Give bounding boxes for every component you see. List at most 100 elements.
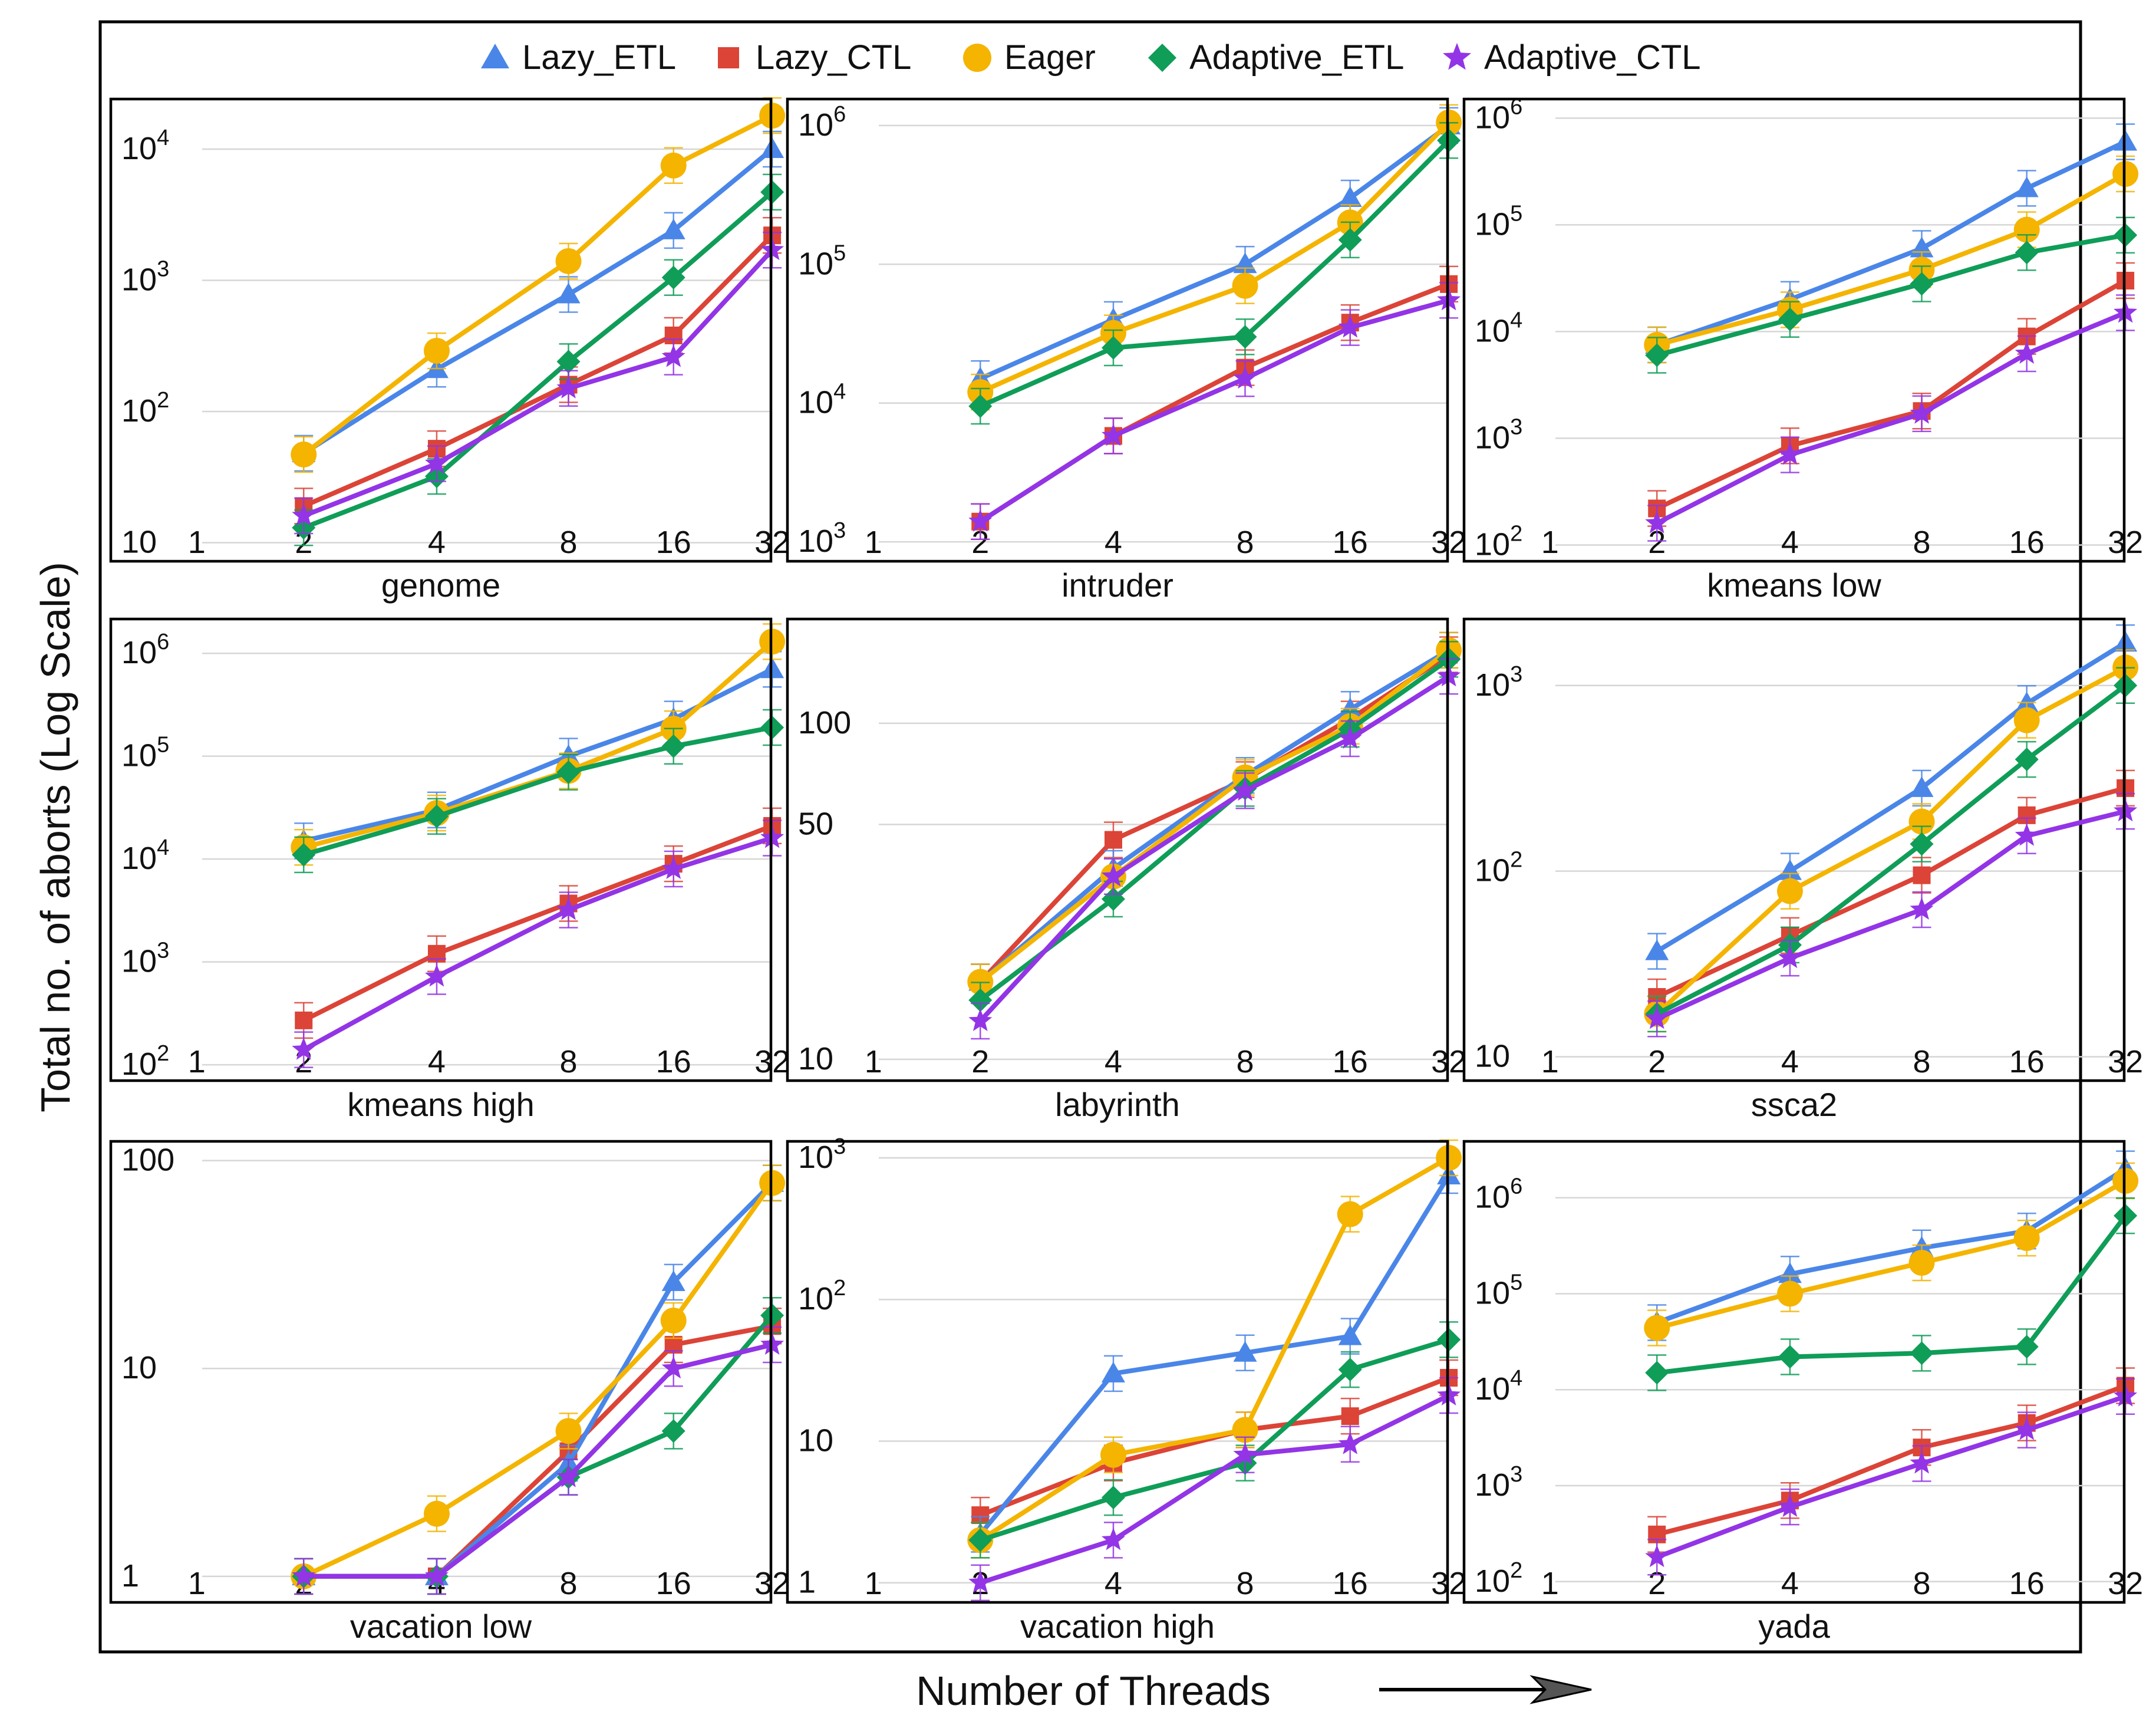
data-point-diamond	[1101, 1486, 1125, 1510]
data-point-circle	[423, 1500, 450, 1527]
data-point-diamond	[1233, 325, 1257, 349]
x-tick-label: 8	[1913, 525, 1930, 560]
data-point-star	[661, 1356, 685, 1379]
data-point-star	[1338, 726, 1362, 749]
series-adaptive-ctl	[292, 819, 784, 1068]
legend: Lazy_ETL Lazy_CTL Eager Adaptive_ETL Adaptiv…	[481, 38, 1701, 77]
y-tick-label: 104	[798, 380, 846, 420]
series-line	[1656, 1167, 2127, 1325]
series-eager	[967, 104, 1462, 411]
x-tick-label: 8	[559, 1044, 577, 1079]
y-tick-label: 102	[121, 1041, 169, 1082]
y-tick-label: 100	[798, 705, 851, 740]
data-point-star	[1233, 366, 1257, 389]
panel-frame	[1462, 617, 2126, 1082]
data-point-star	[661, 344, 685, 367]
panel-frame	[1462, 1140, 2126, 1604]
y-tick-label: 106	[121, 630, 169, 670]
y-tick-label: 10	[1475, 1038, 1510, 1074]
data-point-circle	[1232, 272, 1258, 299]
y-tick-label: 102	[1475, 848, 1522, 888]
y-tick-label: 102	[1475, 1558, 1522, 1599]
series-line	[1656, 640, 2127, 954]
panel-frame	[1462, 97, 2126, 563]
series-line	[978, 674, 1450, 1023]
data-point-diamond	[1645, 1361, 1669, 1385]
series-line	[1656, 139, 2127, 347]
data-point-star	[556, 376, 581, 399]
x-tick-label: 1	[188, 1044, 206, 1079]
data-point-star	[1102, 864, 1125, 887]
series-line	[1656, 1383, 2127, 1537]
x-tick-label: 16	[2009, 1566, 2045, 1601]
data-point-circle	[2013, 1225, 2040, 1252]
series-lazy-etl	[1645, 624, 2138, 970]
data-point-triangle	[1338, 186, 1362, 207]
data-point-star	[2015, 823, 2039, 846]
data-point-circle	[1776, 1280, 1803, 1307]
data-point-triangle	[1338, 1324, 1362, 1345]
data-point-circle	[1908, 1249, 1935, 1276]
panel-frame	[109, 97, 773, 563]
series-line	[978, 657, 1450, 1002]
series-lazy-etl	[292, 1164, 784, 1595]
panel-title: vacation low	[350, 1608, 532, 1645]
series-lazy-ctl	[971, 636, 1459, 1000]
series-adaptive-ctl	[292, 1326, 784, 1595]
legend-marker-diamond	[1148, 44, 1176, 72]
data-point-triangle	[1910, 776, 1934, 797]
series-adaptive-ctl	[968, 282, 1461, 541]
panel-title: labyrinth	[1055, 1086, 1180, 1123]
data-point-square	[1341, 1407, 1359, 1426]
series-line	[1656, 785, 2127, 999]
x-tick-label: 1	[188, 525, 206, 560]
x-tick-label: 4	[1105, 1566, 1122, 1601]
y-tick-label: 105	[798, 241, 846, 281]
data-point-star	[1645, 1006, 1669, 1029]
x-tick-label: 4	[1781, 1044, 1799, 1079]
data-point-star	[556, 897, 581, 920]
y-tick-label: 103	[1475, 662, 1522, 703]
x-tick-label: 1	[865, 525, 882, 560]
legend-item-lazy-etl: Lazy_ETL	[481, 38, 676, 77]
data-point-star	[425, 964, 449, 987]
data-point-diamond	[1910, 832, 1934, 856]
y-tick-label: 10	[121, 524, 157, 559]
data-point-star	[1778, 442, 1802, 465]
data-point-star	[292, 503, 316, 526]
y-tick-label: 105	[1475, 201, 1522, 242]
data-point-diamond	[1101, 336, 1125, 360]
data-point-circle	[1100, 1441, 1126, 1468]
series-line	[979, 120, 1450, 394]
data-point-diamond	[1778, 1345, 1802, 1369]
panel-frame	[109, 1140, 773, 1604]
legend-item-adaptive-ctl: Adaptive_CTL	[1443, 38, 1701, 77]
series-adaptive-etl	[968, 121, 1461, 425]
data-point-triangle	[1778, 859, 1802, 880]
data-point-diamond	[661, 734, 685, 758]
series-line	[303, 667, 773, 844]
y-tick-label: 10	[798, 1423, 833, 1458]
data-point-circle	[291, 441, 317, 468]
x-tick-label: 8	[1236, 525, 1254, 560]
y-tick-label: 106	[798, 102, 846, 143]
panel-title: kmeans low	[1707, 567, 1881, 604]
x-arrow-head	[1529, 1675, 1592, 1704]
y-tick-label: 105	[1475, 1270, 1522, 1311]
series-adaptive-etl	[292, 709, 784, 874]
data-point-square	[1913, 866, 1931, 884]
x-tick-label: 8	[1913, 1566, 1930, 1601]
data-point-star	[1233, 778, 1257, 801]
y-tick-label: 103	[1475, 414, 1522, 455]
y-tick-label: 1	[798, 1565, 816, 1600]
data-point-star	[1233, 1442, 1257, 1465]
legend-marker-square	[718, 47, 739, 68]
outer-frame	[98, 20, 2082, 1654]
data-point-star	[661, 857, 685, 879]
data-point-diamond	[556, 350, 581, 374]
